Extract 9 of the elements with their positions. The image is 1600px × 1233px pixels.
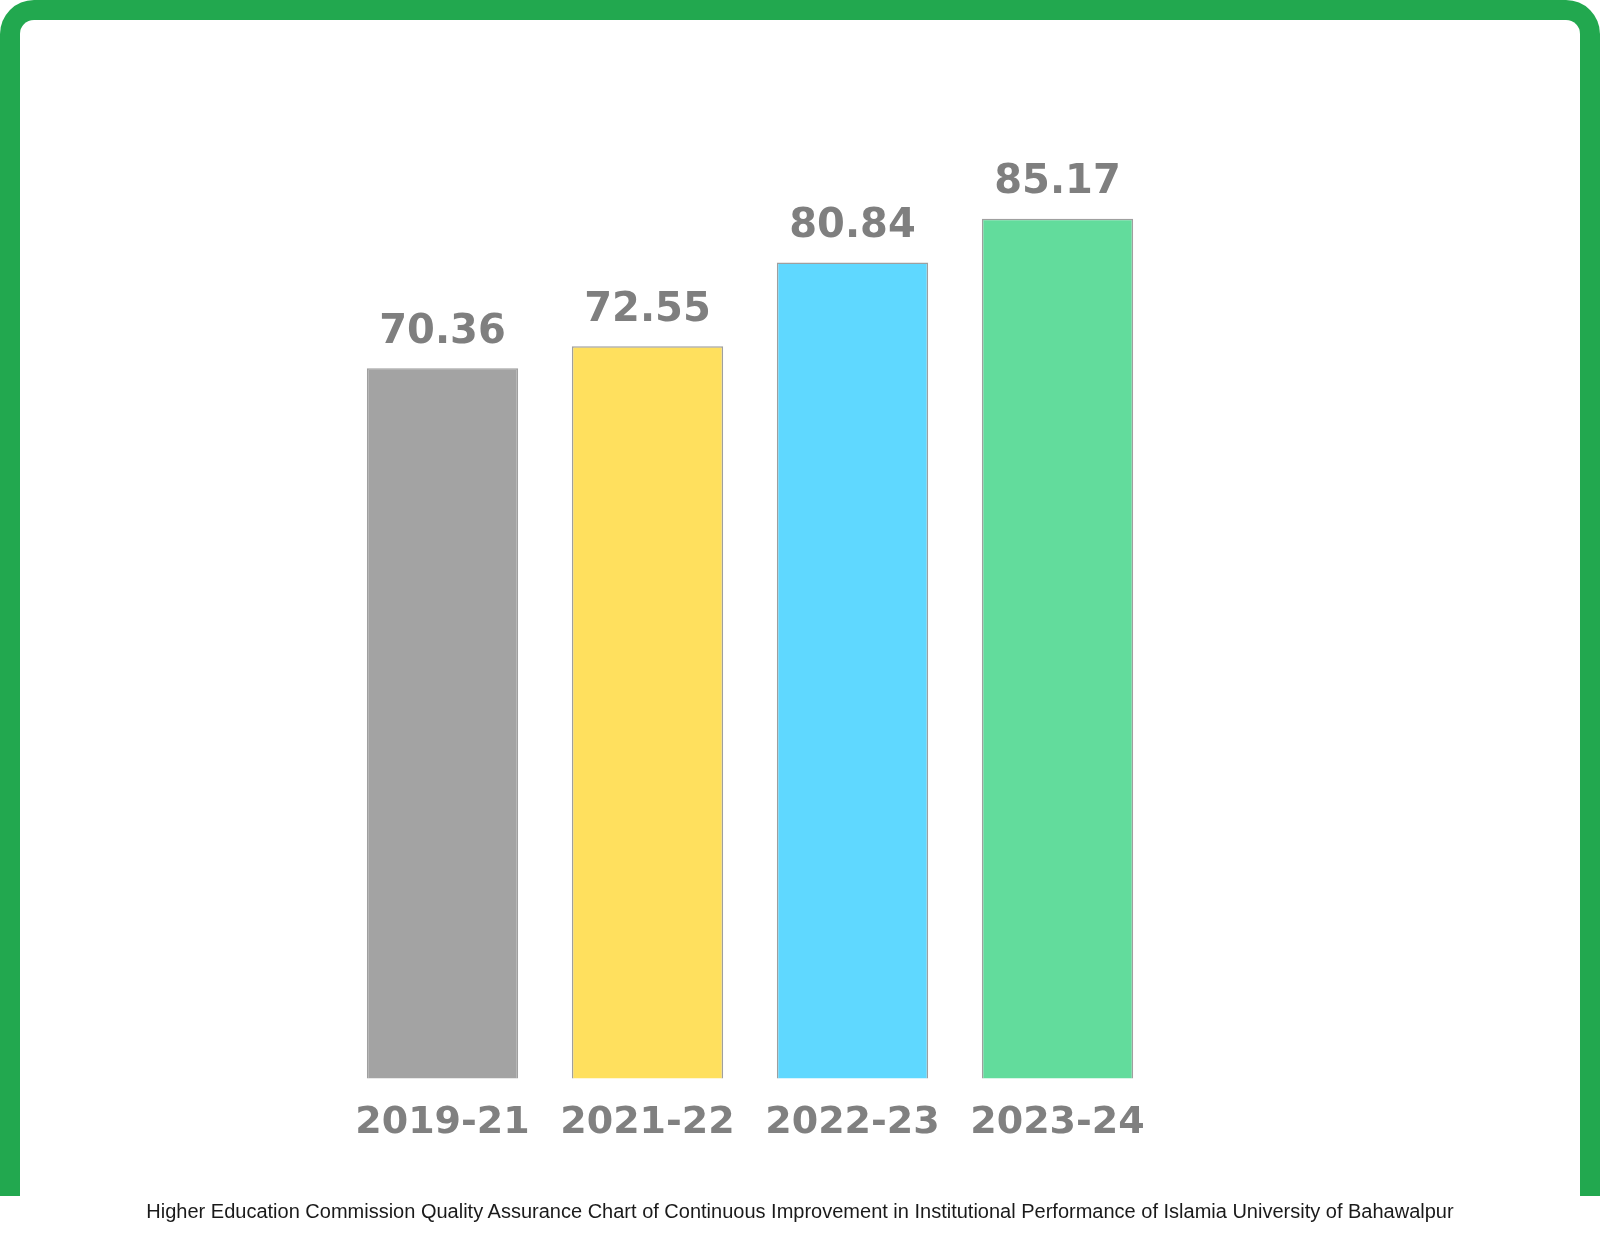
data-label: 80.84 — [789, 199, 916, 246]
text: Higher Education Commission Quality Assurance Chart of Continuous Improvement in Institutional Performance of Islamia University of Bahawalpur — [145, 1200, 1455, 1223]
x-tick-label: 2019-21 — [355, 1098, 530, 1143]
data-label: 70.36 — [379, 305, 506, 352]
data-label: 72.55 — [584, 283, 711, 330]
x-tick-label: 2023-24 — [970, 1098, 1145, 1143]
x-tick-label: 2022-23 — [765, 1098, 940, 1143]
data-label: 85.17 — [994, 156, 1121, 203]
x-tick-label: 2021-22 — [560, 1098, 735, 1143]
